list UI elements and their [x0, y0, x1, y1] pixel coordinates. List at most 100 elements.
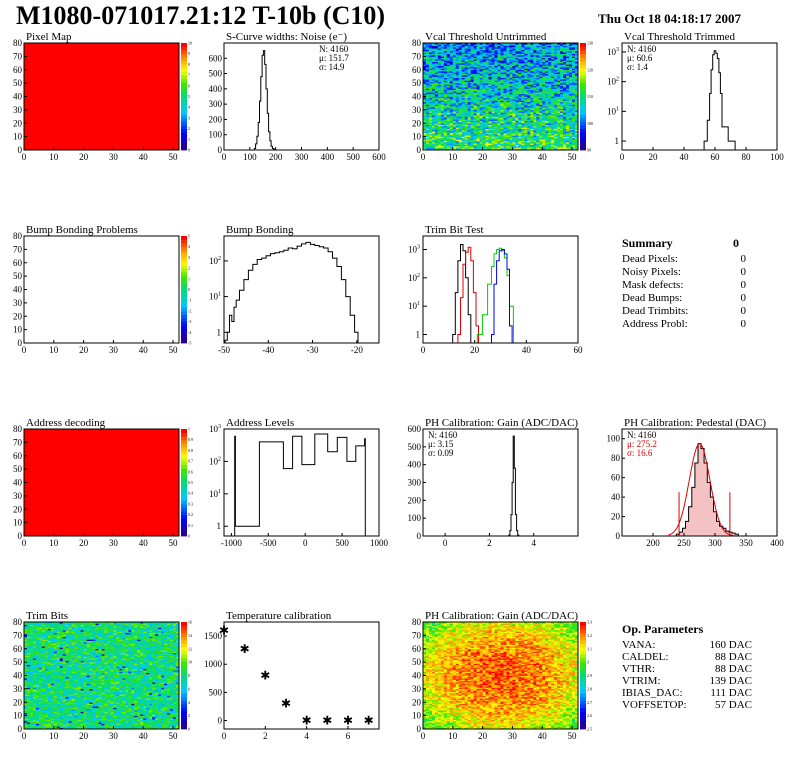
heatmap-cell — [461, 67, 466, 69]
heatmap-cell — [545, 124, 549, 127]
heatmap-cell — [548, 128, 552, 131]
heatmap-cell — [509, 89, 513, 92]
heatmap-cell — [443, 79, 448, 81]
heatmap-cell — [479, 100, 483, 103]
heatmap-cell — [509, 116, 513, 119]
heatmap-cell — [467, 84, 471, 87]
heatmap-cell — [470, 145, 474, 148]
heatmap-cell — [533, 107, 537, 109]
heatmap-cell — [518, 103, 522, 105]
heatmap-cell — [428, 52, 433, 54]
heatmap-cell — [548, 145, 552, 148]
heatmap-cell — [551, 101, 555, 104]
palette-segment — [181, 271, 187, 276]
heatmap-cell — [527, 91, 531, 93]
palette-segment — [580, 128, 586, 133]
heatmap-cell — [431, 65, 436, 68]
palette-segment — [181, 78, 187, 83]
heatmap-cell — [455, 68, 460, 71]
heatmap-cell — [527, 76, 531, 79]
heatmap-cell — [488, 63, 492, 65]
heatmap-cell — [500, 133, 504, 136]
heatmap-cell — [497, 117, 501, 120]
heatmap-cell — [467, 55, 471, 57]
heatmap-cell — [569, 131, 573, 133]
heatmap-cell — [506, 44, 510, 46]
heatmap-cell — [449, 56, 454, 59]
heatmap-cell — [494, 135, 498, 137]
heatmap-cell — [542, 97, 546, 100]
heatmap-cell — [503, 71, 507, 73]
heatmap-cell — [506, 127, 510, 129]
heatmap-cell — [545, 97, 549, 100]
heatmap-cell — [470, 139, 474, 141]
heatmap-cell — [533, 43, 537, 45]
heatmap-cell — [479, 43, 483, 45]
heatmap-cell — [491, 67, 495, 69]
heatmap-cell — [452, 64, 457, 67]
heatmap-cell — [458, 92, 463, 95]
heatmap-cell — [440, 143, 445, 145]
heatmap-cell — [476, 87, 480, 89]
heatmap-cell — [473, 139, 477, 141]
heatmap-cell — [572, 123, 576, 125]
heatmap-cell — [551, 121, 555, 124]
heatmap-cell — [437, 44, 442, 46]
heatmap-cell — [479, 87, 483, 89]
heatmap-cell — [431, 68, 436, 71]
heatmap-cell — [512, 139, 516, 141]
heatmap-cell — [437, 89, 442, 92]
heatmap-cell — [437, 119, 442, 121]
palette-segment — [181, 110, 187, 115]
heatmap-cell — [536, 55, 540, 57]
heatmap-cell — [446, 83, 451, 85]
heatmap-cell — [575, 69, 579, 72]
heatmap-cell — [485, 101, 489, 104]
heatmap-cell — [536, 125, 540, 128]
y-tick-label: 600 — [209, 53, 223, 63]
heatmap-cell — [530, 79, 534, 81]
heatmap-cell — [470, 104, 474, 107]
heatmap-cell — [500, 137, 504, 140]
palette-segment — [181, 318, 187, 322]
histogram-series — [452, 244, 472, 343]
heatmap-cell — [575, 84, 579, 87]
heatmap-cell — [479, 111, 483, 113]
heatmap-cell — [500, 141, 504, 144]
heatmap-cell — [443, 47, 448, 49]
heatmap-cell — [473, 108, 477, 111]
heatmap-cell — [446, 140, 451, 143]
heatmap-cell — [551, 107, 555, 109]
heatmap-cell — [458, 96, 463, 99]
stats-line: μ: 151.7 — [319, 53, 349, 63]
heatmap-cell — [539, 49, 543, 52]
x-tick-label: 20 — [79, 152, 89, 162]
heatmap-cell — [440, 85, 445, 88]
heatmap-cell — [569, 111, 573, 113]
heatmap-cell — [503, 84, 507, 87]
heatmap-cell — [506, 99, 510, 101]
heatmap-cell — [443, 119, 448, 121]
heatmap-cell — [509, 44, 513, 46]
palette-tick-label: -2 — [188, 308, 191, 313]
heatmap-cell — [506, 75, 510, 77]
heatmap-cell — [482, 45, 486, 48]
heatmap-cell — [509, 139, 513, 141]
heatmap-cell — [569, 59, 573, 61]
heatmap-cell — [455, 144, 460, 147]
heatmap-cell — [467, 51, 471, 53]
heatmap-cell — [533, 44, 537, 46]
heatmap-cell — [503, 49, 507, 52]
heatmap-cell — [479, 81, 483, 84]
heatmap-cell — [530, 117, 534, 120]
heatmap-cell — [423, 145, 427, 148]
heatmap-cell — [527, 132, 531, 135]
heatmap-cell — [542, 139, 546, 141]
palette-tick-label: 1 — [188, 427, 190, 432]
heatmap-cell — [509, 59, 513, 61]
heatmap-cell — [515, 48, 519, 50]
heatmap-cell — [515, 115, 519, 117]
heatmap-cell — [563, 125, 567, 128]
heatmap-cell — [449, 65, 454, 68]
heatmap-cell — [437, 104, 442, 107]
